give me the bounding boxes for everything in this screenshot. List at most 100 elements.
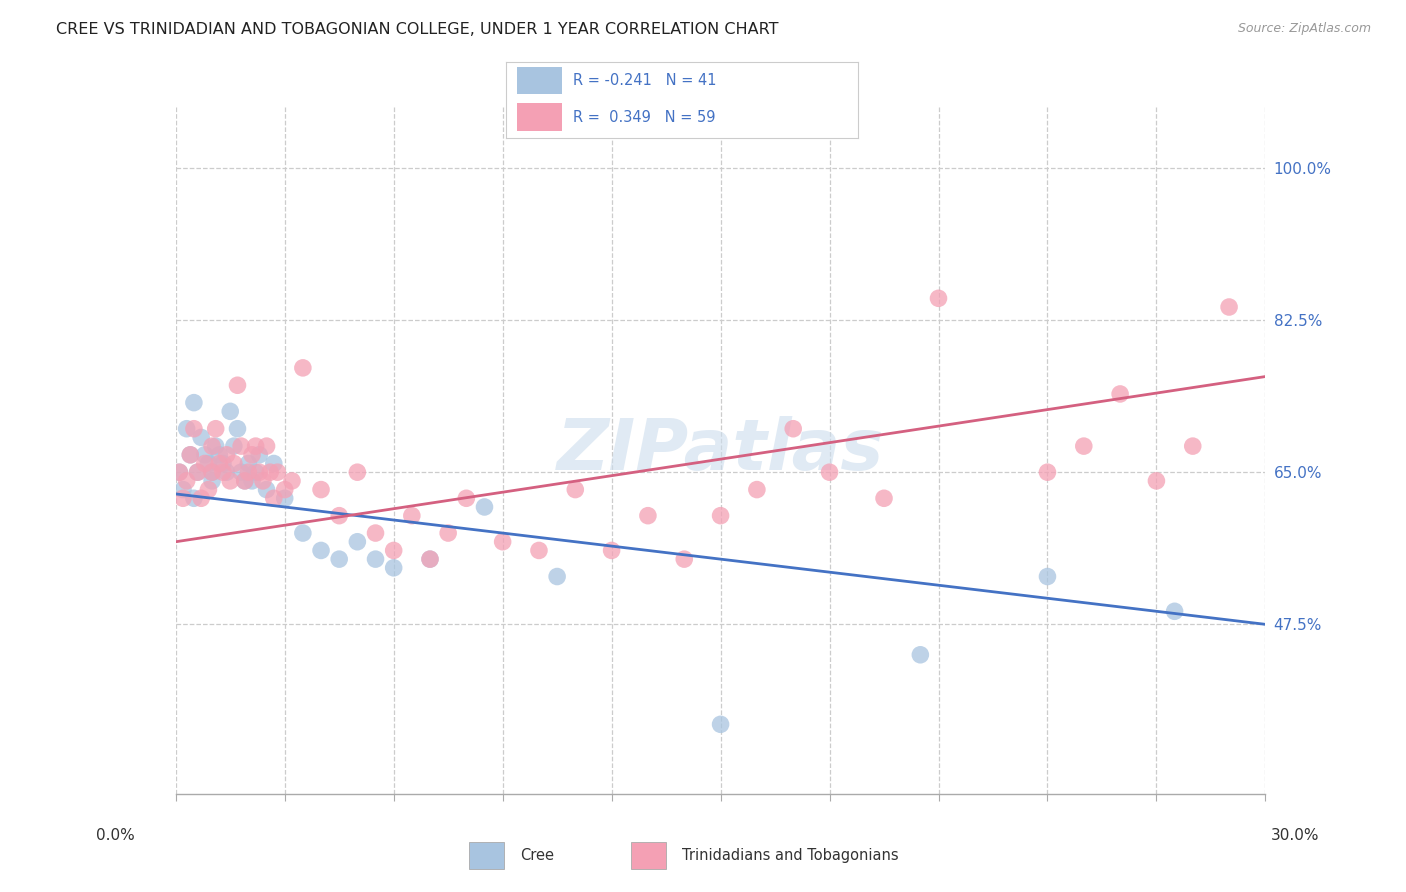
Point [382,561,405,575]
Point [546,569,568,583]
Point [263,457,285,471]
Point [346,534,368,549]
Point [226,422,249,436]
Point [204,439,226,453]
Point [194,448,217,462]
Point [179,448,201,462]
Point [176,422,198,436]
Point [1181,439,1204,453]
Point [281,474,304,488]
Point [1163,604,1185,618]
Point [274,483,297,497]
Point [710,508,733,523]
Point [186,465,209,479]
Point [183,395,205,409]
Point [564,483,586,497]
Point [190,430,212,444]
Point [240,474,263,488]
Point [328,508,350,523]
Point [419,552,441,566]
Point [201,439,224,453]
Point [346,465,368,479]
Point [222,439,245,453]
Point [474,500,496,514]
Point [1036,465,1059,479]
Point [179,448,201,462]
Point [256,439,278,453]
Point [212,457,235,471]
Point [240,448,263,462]
Point [231,439,253,453]
Point [215,448,238,462]
Point [256,483,278,497]
Point [204,422,226,436]
Point [212,465,235,479]
Point [247,465,270,479]
Point [910,648,932,662]
Point [818,465,841,479]
Point [873,491,896,506]
Point [176,474,198,488]
Point [492,534,515,549]
Point [219,474,242,488]
Point [364,526,387,541]
Text: ZIPatlas: ZIPatlas [557,416,884,485]
Text: 0.0%: 0.0% [96,829,135,843]
Point [208,448,231,462]
Point [201,465,224,479]
Point [219,404,242,418]
Point [233,474,256,488]
Point [169,465,191,479]
Point [245,439,267,453]
Point [222,457,245,471]
Point [1146,474,1168,488]
Point [226,378,249,392]
Point [197,483,219,497]
Point [527,543,550,558]
Point [710,717,733,731]
Point [1109,387,1132,401]
Point [197,457,219,471]
Point [637,508,659,523]
Point [238,457,260,471]
Point [208,457,231,471]
Point [169,465,191,479]
FancyBboxPatch shape [517,67,562,95]
Point [183,491,205,506]
Point [252,474,274,488]
Point [247,448,270,462]
Point [928,291,950,305]
FancyBboxPatch shape [517,103,562,130]
Point [328,552,350,566]
Point [172,491,194,506]
Point [364,552,387,566]
Text: 30.0%: 30.0% [1271,829,1319,843]
Point [201,474,224,488]
FancyBboxPatch shape [470,842,505,869]
Point [673,552,696,566]
Point [1073,439,1095,453]
Point [172,483,194,497]
Point [745,483,768,497]
Point [259,465,281,479]
Point [201,465,224,479]
Point [382,543,405,558]
Point [419,552,441,566]
Text: R =  0.349   N = 59: R = 0.349 N = 59 [574,110,716,125]
Point [231,465,253,479]
Point [215,465,238,479]
Point [238,465,260,479]
Text: Source: ZipAtlas.com: Source: ZipAtlas.com [1237,22,1371,36]
Point [186,465,209,479]
Point [274,491,297,506]
FancyBboxPatch shape [631,842,666,869]
Point [291,526,314,541]
Point [245,465,267,479]
Point [437,526,460,541]
Point [456,491,478,506]
Point [401,508,423,523]
Point [291,360,314,375]
Point [263,491,285,506]
Text: R = -0.241   N = 41: R = -0.241 N = 41 [574,73,717,88]
Point [183,422,205,436]
